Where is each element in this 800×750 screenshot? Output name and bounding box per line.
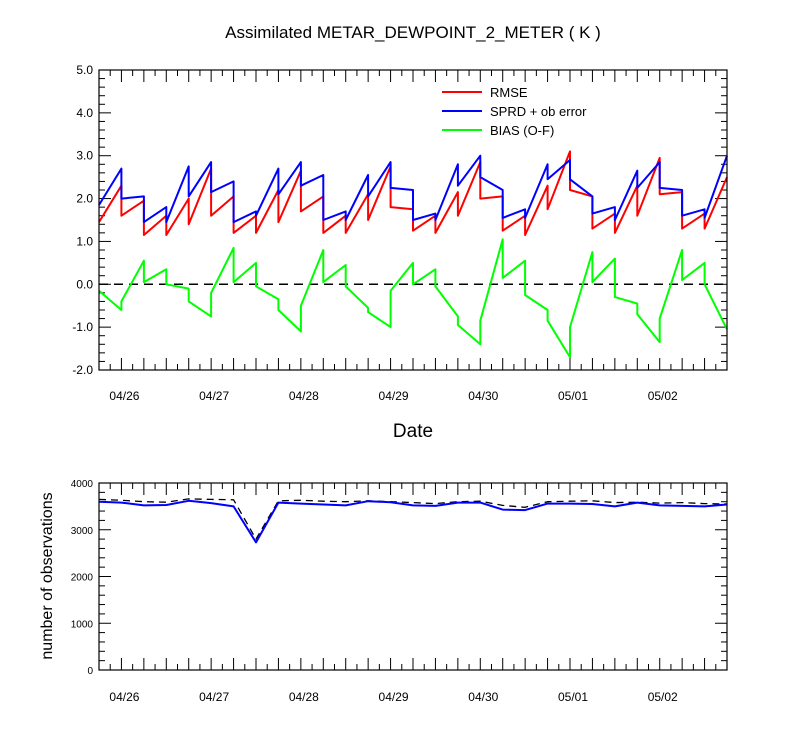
y-tick-label: -2.0 xyxy=(72,363,93,377)
y-tick-label: 1000 xyxy=(71,619,94,630)
legend-label: BIAS (O-F) xyxy=(490,123,554,138)
y-tick-label: 2000 xyxy=(71,573,94,584)
y-tick-label: 0 xyxy=(87,666,93,677)
x-tick-label: 04/27 xyxy=(199,389,229,403)
y-tick-label: 2.0 xyxy=(76,192,93,206)
y-tick-label: 1.0 xyxy=(76,234,93,248)
y-axis-title-observations: number of observations xyxy=(39,492,56,659)
x-tick-label: 04/30 xyxy=(468,389,498,403)
series-0 xyxy=(98,498,728,540)
y-tick-label: -1.0 xyxy=(72,320,93,334)
x-tick-label: 04/26 xyxy=(109,690,139,704)
chart-title: Assimilated METAR_DEWPOINT_2_METER ( K ) xyxy=(225,23,601,42)
y-tick-label: 4000 xyxy=(71,479,94,490)
legend-label: SPRD + ob error xyxy=(490,104,587,119)
x-tick-label: 05/02 xyxy=(648,690,678,704)
y-tick-label: 4.0 xyxy=(76,106,93,120)
x-tick-label: 05/01 xyxy=(558,389,588,403)
x-tick-label: 04/28 xyxy=(289,389,319,403)
x-tick-label: 04/29 xyxy=(379,389,409,403)
top-chart: -2.0 -1.0 0.0 1.0 2.0 3.0 4.0 5.0 04/26 04/27 04/2… xyxy=(72,63,728,403)
x-tick-label: 04/29 xyxy=(379,690,409,704)
plot-frame xyxy=(98,69,728,371)
x-tick-label: 05/01 xyxy=(558,690,588,704)
y-tick-label: 0.0 xyxy=(76,277,93,291)
x-tick-label: 04/30 xyxy=(468,690,498,704)
y-tick-label: 3000 xyxy=(71,526,94,537)
x-tick-label: 05/02 xyxy=(648,389,678,403)
x-tick-label: 04/27 xyxy=(199,690,229,704)
x-tick-label: 04/28 xyxy=(289,690,319,704)
bottom-chart: 0 1000 2000 3000 4000 04/26 04/27 04/28 04/29 04/… xyxy=(71,479,728,704)
x-tick-label: 04/26 xyxy=(109,389,139,403)
series-1 xyxy=(98,499,728,544)
plot-frame xyxy=(98,482,728,671)
legend-label: RMSE xyxy=(490,85,528,100)
series-bias-o-f xyxy=(98,238,728,359)
y-tick-label: 5.0 xyxy=(76,63,93,77)
y-tick-label: 3.0 xyxy=(76,149,93,163)
x-axis-title: Date xyxy=(393,421,433,442)
series-sprd-ob-error xyxy=(98,154,728,224)
